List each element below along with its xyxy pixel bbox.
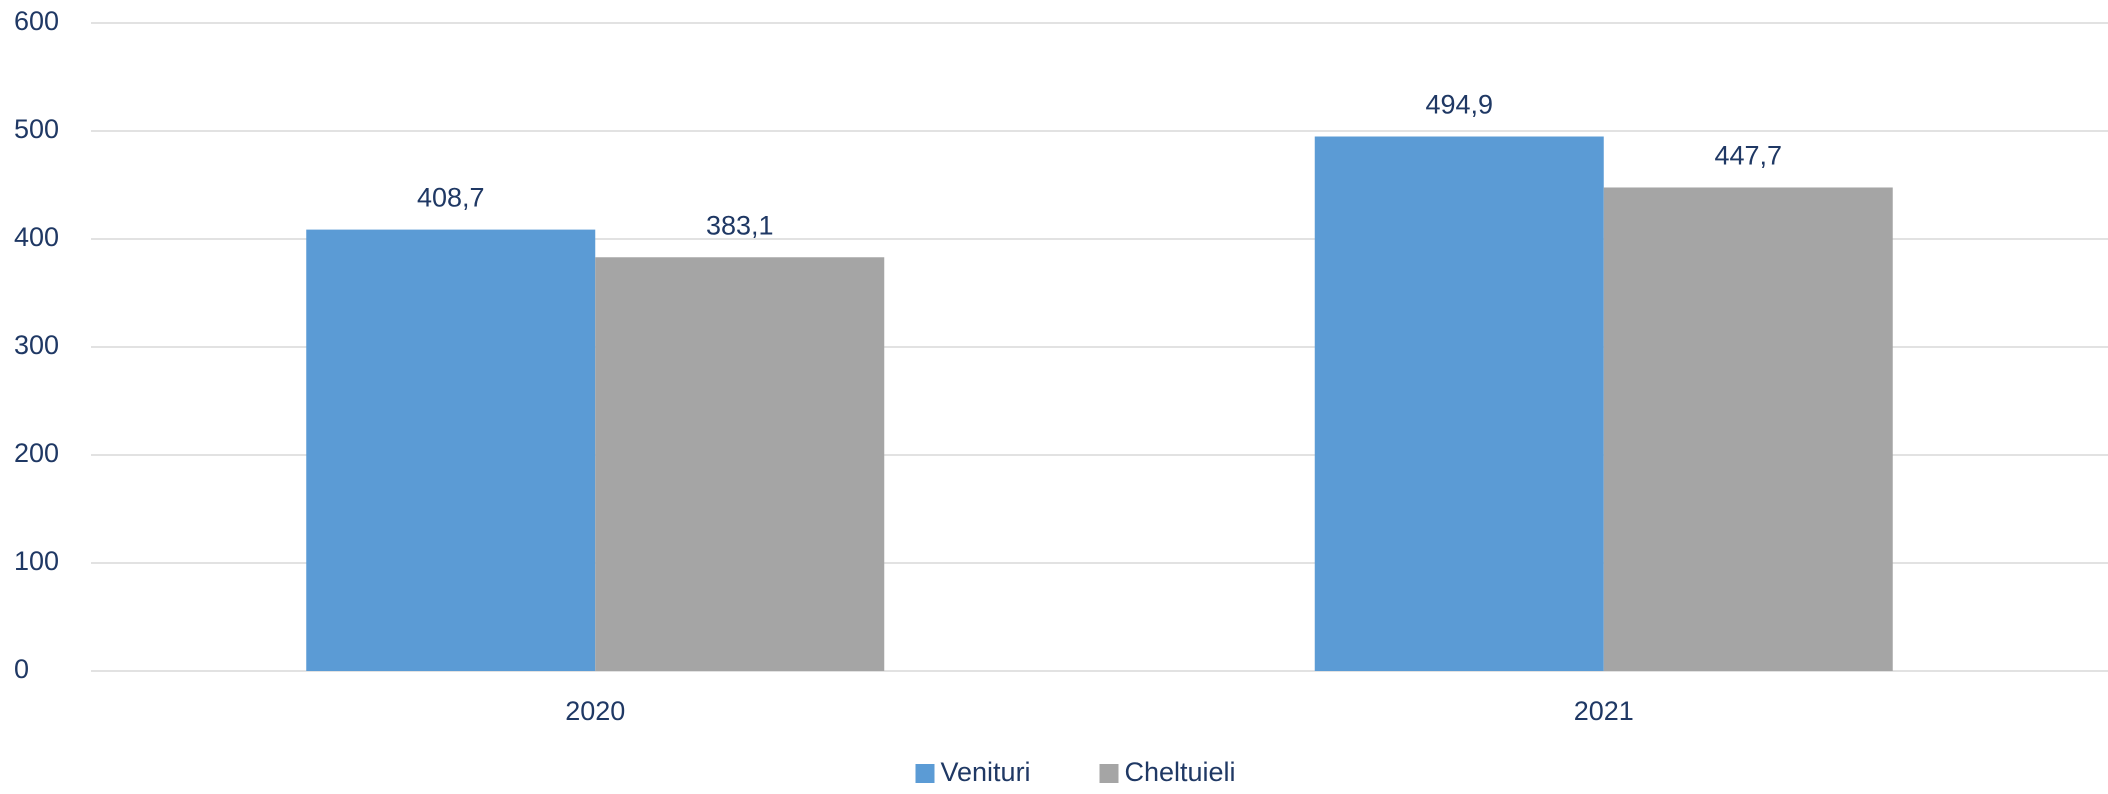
legend-label: Venituri	[941, 757, 1031, 787]
legend-label: Cheltuieli	[1125, 757, 1236, 787]
data-label: 408,7	[417, 183, 485, 213]
y-tick-label: 0	[14, 654, 29, 684]
data-label: 494,9	[1425, 90, 1493, 120]
data-label: 447,7	[1714, 141, 1782, 171]
y-tick-label: 600	[14, 6, 59, 36]
legend-swatch	[1099, 764, 1119, 783]
data-label: 383,1	[706, 210, 774, 240]
bar	[306, 229, 596, 671]
y-tick-label: 400	[14, 222, 59, 252]
y-tick-label: 200	[14, 438, 59, 468]
bar	[1603, 187, 1893, 671]
bar	[595, 257, 885, 671]
y-tick-label: 500	[14, 114, 59, 144]
y-tick-label: 300	[14, 330, 59, 360]
x-tick-label: 2020	[565, 696, 625, 726]
y-tick-label: 100	[14, 546, 59, 576]
legend-swatch	[915, 764, 935, 783]
bar	[1314, 136, 1604, 671]
x-tick-label: 2021	[1574, 696, 1634, 726]
